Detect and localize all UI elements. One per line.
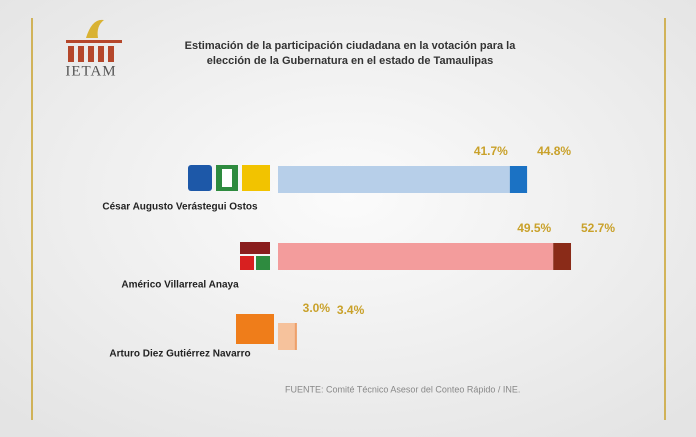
candidate-name: César Augusto Verástegui Ostos [102, 202, 258, 213]
source-note: FUENTE: Comité Técnico Asesor del Conteo… [285, 384, 520, 394]
value-label: 44.8% [537, 144, 571, 158]
party-logos [188, 165, 274, 344]
bar-range [509, 166, 528, 193]
bar-low [278, 243, 554, 270]
value-label: 52.7% [581, 221, 615, 235]
bar-range [553, 243, 572, 270]
value-label: 49.5% [517, 221, 551, 235]
candidate-name: Américo Villarreal Anaya [121, 280, 239, 291]
bar-range [294, 323, 297, 350]
value-label: 3.4% [337, 303, 365, 317]
value-label: 3.0% [303, 301, 331, 315]
logo-graphic [66, 19, 122, 62]
bar-low [278, 166, 510, 193]
chart-title: Estimación de la participación ciudadana… [185, 40, 517, 52]
candidate-name: Arturo Diez Gutiérrez Navarro [109, 349, 250, 360]
bar-low [278, 323, 295, 350]
chart-title: elección de la Gubernatura en el estado … [207, 55, 494, 67]
value-label: 41.7% [474, 144, 508, 158]
logo-text: IETAM [65, 63, 116, 79]
